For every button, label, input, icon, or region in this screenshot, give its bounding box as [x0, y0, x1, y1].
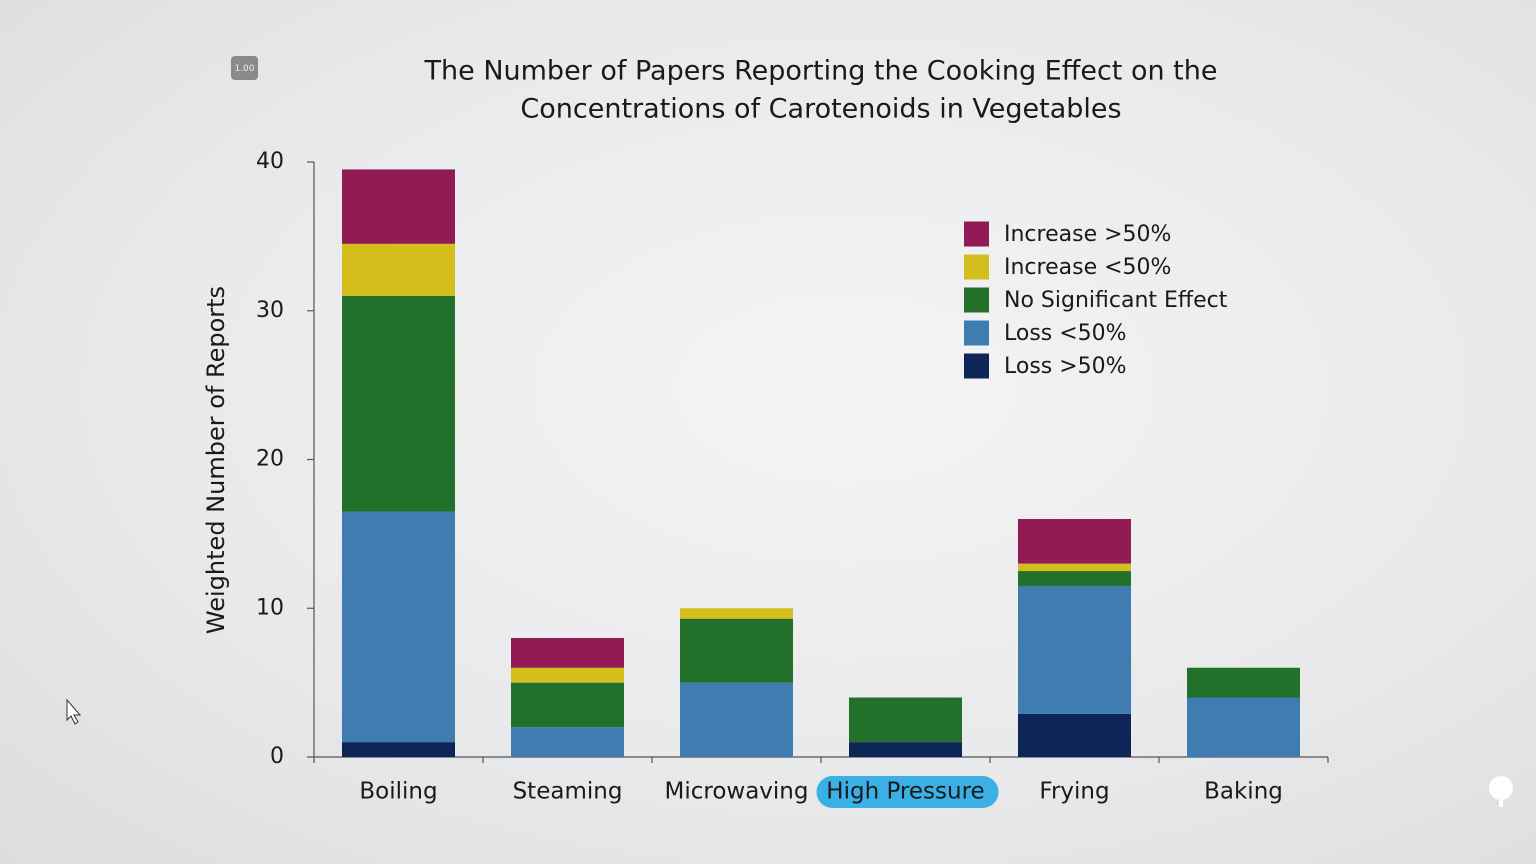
chart-title: Concentrations of Carotenoids in Vegetab…: [520, 94, 1121, 125]
x-tick-label: Steaming: [513, 779, 623, 805]
highlight: [816, 776, 999, 808]
speed-badge: [231, 56, 258, 80]
bar-segment: [1018, 563, 1131, 572]
x-tick-label: Baking: [1204, 779, 1283, 805]
legend-label: No Significant Effect: [1004, 288, 1228, 313]
y-tick-label: 30: [256, 298, 284, 323]
legend-swatch: [964, 287, 989, 313]
legend-label: Increase <50%: [1004, 255, 1171, 280]
x-tick-label: High Pressure: [826, 779, 984, 805]
legend-label: Increase >50%: [1004, 222, 1171, 247]
bar-segment: [511, 727, 624, 757]
bar-segment: [342, 742, 455, 757]
bar-segment: [1018, 713, 1131, 757]
bar-segment: [1187, 697, 1300, 757]
bar-segment: [342, 295, 455, 512]
bar-segment: [849, 742, 962, 757]
x-tick-label: Boiling: [359, 779, 437, 805]
bar-segment: [680, 608, 793, 619]
y-tick-label: 0: [270, 744, 284, 769]
legend-swatch: [964, 320, 989, 346]
legend-label: Loss >50%: [1004, 354, 1127, 379]
mouse-cursor: [66, 698, 82, 725]
bar-segment: [511, 667, 624, 683]
legend-swatch: [964, 221, 989, 247]
y-tick-label: 40: [256, 149, 284, 174]
bar-segment: [1018, 571, 1131, 586]
chart-title: The Number of Papers Reporting the Cooki…: [424, 56, 1218, 87]
x-tick-label: Frying: [1039, 779, 1109, 805]
bar-segment: [511, 638, 624, 668]
y-axis-label: Weighted Number of Reports: [202, 286, 230, 634]
bar-segment: [849, 697, 962, 743]
y-tick-label: 20: [256, 447, 284, 472]
legend-swatch: [964, 254, 989, 280]
bar-segment: [511, 682, 624, 728]
bar-segment: [680, 618, 793, 683]
bar-segment: [680, 682, 793, 757]
bar-segment: [342, 169, 455, 244]
bar-segment: [342, 511, 455, 743]
bar-segment: [1187, 667, 1300, 698]
y-tick-label: 10: [256, 595, 284, 620]
x-tick-label: Microwaving: [665, 779, 809, 805]
legend-label: Loss <50%: [1004, 321, 1127, 346]
bar-segment: [1018, 519, 1131, 564]
speed-badge-text: 1.00: [234, 64, 254, 74]
logo-icon: [1489, 776, 1513, 807]
bar-segment: [1018, 585, 1131, 714]
bar-segment: [342, 243, 455, 296]
legend-swatch: [964, 353, 989, 379]
